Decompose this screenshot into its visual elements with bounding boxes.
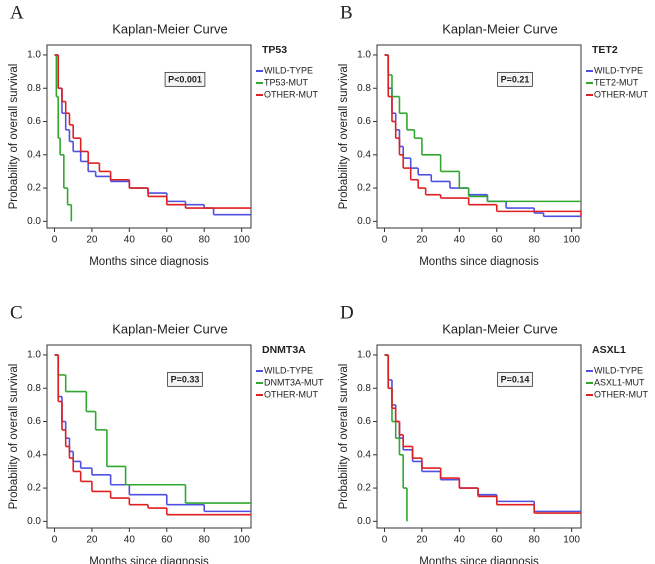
y-tick-label: 1.0 [357, 350, 371, 361]
y-tick-label: 0.4 [357, 149, 371, 160]
annotation: P=0.14 [501, 374, 530, 384]
annotation: P=0.33 [171, 374, 200, 384]
x-tick-label: 60 [491, 535, 503, 546]
x-tick-label: 20 [86, 235, 98, 246]
y-tick-label: 0.0 [357, 216, 371, 227]
legend-label: OTHER-MUT [594, 89, 648, 99]
panel-label: D [340, 302, 354, 323]
y-axis-label: Probability of overall survival [8, 64, 20, 210]
plot-frame [376, 44, 582, 229]
x-axis-label: Months since diagnosis [89, 256, 209, 268]
x-tick-label: 100 [233, 235, 250, 246]
plot-frame [46, 344, 252, 529]
chart-title: Kaplan-Meier Curve [112, 21, 228, 36]
legend-label: WILD-TYPE [264, 365, 313, 375]
x-tick-label: 0 [382, 535, 388, 546]
y-tick-label: 0.4 [27, 149, 41, 160]
legend-label: ASXL1-MUT [594, 377, 645, 387]
annotation: P=0.21 [501, 74, 530, 84]
km-panel: D Kaplan-Meier Curve 0.0 0.2 0.4 0.6 0.8 1.0 0 20… [338, 302, 648, 564]
legend-label: OTHER-MUT [264, 389, 318, 399]
x-tick-label: 80 [529, 535, 541, 546]
x-tick-label: 20 [416, 235, 428, 246]
panel-label: C [10, 302, 23, 323]
x-tick-label: 100 [563, 535, 580, 546]
y-tick-label: 0.8 [357, 383, 371, 394]
y-tick-label: 1.0 [27, 50, 41, 61]
legend-label: TET2-MUT [594, 77, 639, 87]
y-tick-label: 0.0 [27, 516, 41, 527]
legend-label: DNMT3A-MUT [264, 377, 324, 387]
km-panel: B Kaplan-Meier Curve 0.0 0.2 0.4 0.6 0.8 1.0 0 20… [338, 2, 648, 268]
y-tick-label: 0.6 [357, 416, 371, 427]
panel-label: A [10, 2, 24, 23]
x-tick-label: 40 [454, 535, 466, 546]
legend-title: TP53 [262, 44, 287, 56]
y-axis-label: Probability of overall survival [8, 364, 20, 510]
x-tick-label: 20 [416, 535, 428, 546]
annotation-box [497, 71, 533, 87]
x-tick-label: 20 [86, 535, 98, 546]
chart-title: Kaplan-Meier Curve [112, 321, 228, 336]
chart-title: Kaplan-Meier Curve [442, 321, 558, 336]
x-tick-label: 0 [52, 535, 58, 546]
annotation-box [497, 371, 533, 387]
legend-label: OTHER-MUT [264, 89, 318, 99]
legend-label: WILD-TYPE [264, 65, 313, 75]
y-tick-label: 0.8 [27, 383, 41, 394]
y-tick-label: 0.6 [27, 116, 41, 127]
x-tick-label: 80 [199, 235, 211, 246]
legend-label: WILD-TYPE [594, 65, 643, 75]
y-tick-label: 0.6 [27, 416, 41, 427]
x-tick-label: 40 [454, 235, 466, 246]
x-tick-label: 60 [491, 235, 503, 246]
legend-label: OTHER-MUT [594, 389, 648, 399]
km-panel: A Kaplan-Meier Curve 0.0 0.2 0.4 0.6 0.8 1.0 0 20… [8, 2, 318, 268]
x-axis-label: Months since diagnosis [89, 556, 209, 564]
panel-label: B [340, 2, 353, 23]
x-tick-label: 40 [124, 535, 136, 546]
x-tick-label: 40 [124, 235, 136, 246]
legend-title: TET2 [592, 44, 618, 56]
y-tick-label: 0.0 [357, 516, 371, 527]
y-tick-label: 0.8 [357, 83, 371, 94]
y-tick-label: 0.6 [357, 116, 371, 127]
y-tick-label: 0.4 [27, 449, 41, 460]
y-axis-label: Probability of overall survival [338, 364, 350, 510]
annotation-box [164, 71, 206, 87]
legend-title: ASXL1 [592, 344, 626, 356]
y-axis-label: Probability of overall survival [338, 64, 350, 210]
x-tick-label: 80 [199, 535, 211, 546]
x-tick-label: 0 [52, 235, 58, 246]
y-tick-label: 1.0 [27, 350, 41, 361]
y-tick-label: 0.0 [27, 216, 41, 227]
legend-label: WILD-TYPE [594, 365, 643, 375]
x-tick-label: 80 [529, 235, 541, 246]
x-tick-label: 0 [382, 235, 388, 246]
y-tick-label: 0.2 [27, 483, 41, 494]
y-tick-label: 1.0 [357, 50, 371, 61]
plot-frame [46, 44, 252, 229]
legend-label: TP53-MUT [264, 77, 309, 87]
x-tick-label: 100 [563, 235, 580, 246]
legend-title: DNMT3A [262, 344, 306, 356]
y-tick-label: 0.4 [357, 449, 371, 460]
y-tick-label: 0.8 [27, 83, 41, 94]
x-tick-label: 100 [233, 535, 250, 546]
km-panel: C Kaplan-Meier Curve 0.0 0.2 0.4 0.6 0.8 1.0 0 20… [8, 302, 324, 564]
annotation: P<0.001 [168, 74, 202, 84]
plot-frame [376, 344, 582, 529]
y-tick-label: 0.2 [357, 183, 371, 194]
y-tick-label: 0.2 [357, 483, 371, 494]
y-tick-label: 0.2 [27, 183, 41, 194]
chart-title: Kaplan-Meier Curve [442, 21, 558, 36]
x-axis-label: Months since diagnosis [419, 556, 539, 564]
annotation-box [167, 371, 203, 387]
x-tick-label: 60 [161, 535, 173, 546]
x-axis-label: Months since diagnosis [419, 256, 539, 268]
x-tick-label: 60 [161, 235, 173, 246]
